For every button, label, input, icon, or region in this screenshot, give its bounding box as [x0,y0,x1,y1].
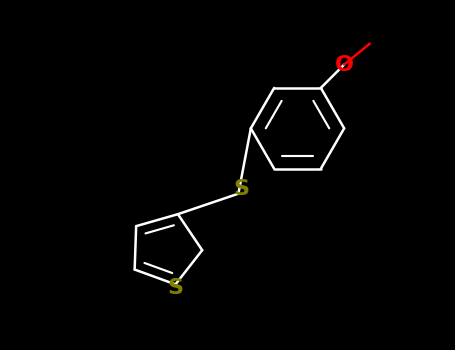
Text: S: S [233,179,249,199]
Text: S: S [167,278,183,298]
Text: O: O [335,55,354,75]
